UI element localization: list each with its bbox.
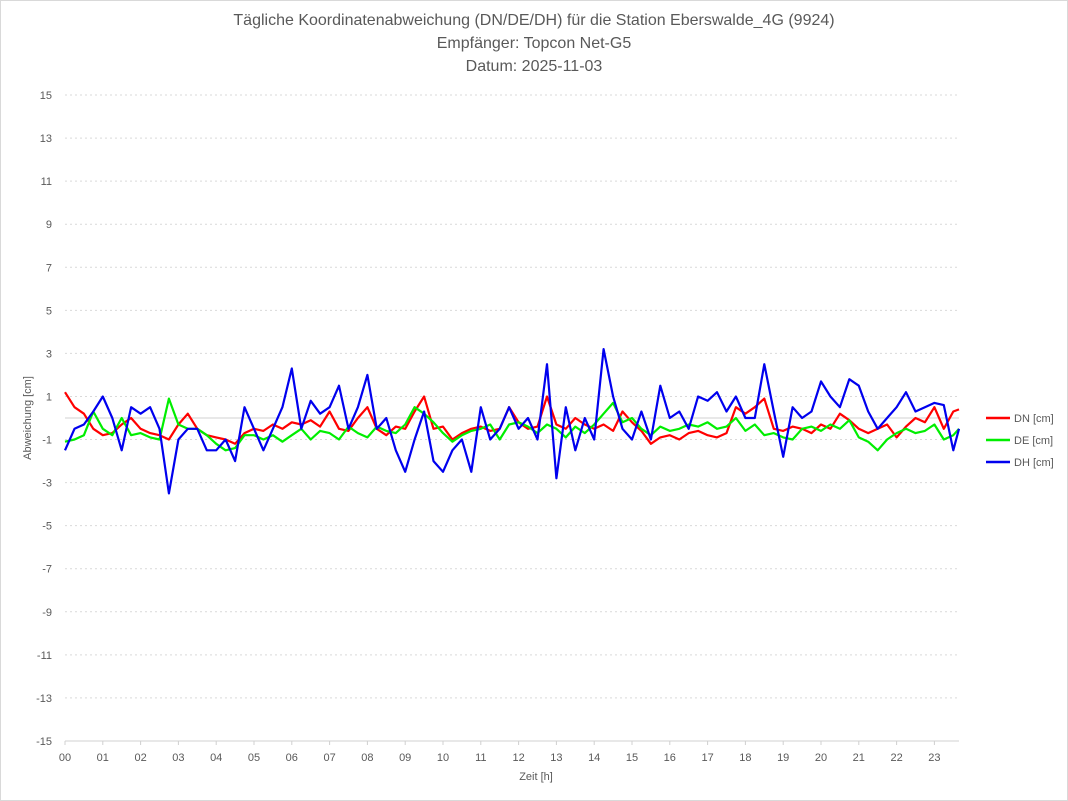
x-tick-labels: 00 01 02 03 04 05 06 07 08 09 10 11 12 13 14 15 16 17 18 19… (59, 752, 941, 764)
y-tick-label: -11 (37, 650, 52, 662)
chart-subtitle-receiver: Empfänger: Topcon Net-G5 (436, 35, 632, 52)
x-tick-label: 16 (664, 752, 676, 764)
y-tick-label: 7 (46, 262, 52, 274)
y-tick-label: -1 (42, 435, 52, 447)
legend-label: DH [cm] (1014, 457, 1054, 469)
x-tick-label: 01 (97, 752, 109, 764)
y-tick-label: -15 (36, 736, 52, 748)
x-tick-label: 07 (323, 752, 335, 764)
x-tick-label: 12 (512, 752, 524, 764)
legend-label: DE [cm] (1014, 435, 1053, 447)
x-tick-label: 18 (739, 752, 751, 764)
x-tick-label: 04 (210, 752, 222, 764)
chart-title: Tägliche Koordinatenabweichung (DN/DE/DH… (233, 12, 835, 29)
x-tick-label: 17 (701, 752, 713, 764)
series-line-dh (63, 348, 961, 495)
chart-subtitle-date: Datum: 2025-11-03 (465, 58, 603, 75)
x-tick-label: 06 (286, 752, 298, 764)
x-tick-label: 22 (890, 752, 902, 764)
x-tick-label: 15 (626, 752, 638, 764)
x-tick-label: 19 (777, 752, 789, 764)
x-tick-label: 23 (928, 752, 940, 764)
y-tick-label: -3 (42, 478, 52, 490)
y-tick-label: 5 (46, 305, 52, 317)
gridlines (64, 94, 959, 745)
x-tick-label: 09 (399, 752, 411, 764)
x-tick-label: 00 (59, 752, 71, 764)
series-line-de (64, 397, 960, 452)
x-tick-label: 03 (172, 752, 184, 764)
y-tick-labels: 15 13 11 9 7 5 3 1 -1 -3 -5 -7 -9 -11 -13 -15 (36, 90, 52, 748)
series-lines (63, 348, 961, 495)
y-tick-label: -13 (36, 693, 52, 705)
x-tick-label: 05 (248, 752, 260, 764)
x-tick-label: 02 (134, 752, 146, 764)
x-axis-label: Zeit [h] (519, 771, 553, 783)
x-tick-label: 08 (361, 752, 373, 764)
y-tick-label: 3 (46, 348, 52, 360)
y-tick-label: -5 (42, 521, 52, 533)
legend: DN [cm] DE [cm] DH [cm] (986, 413, 1054, 469)
x-tick-label: 11 (475, 752, 486, 764)
y-axis-label: Abweichung [cm] (22, 376, 34, 460)
legend-label: DN [cm] (1014, 413, 1054, 425)
x-tick-label: 10 (437, 752, 449, 764)
series-line-dn (64, 391, 960, 445)
x-tick-label: 13 (550, 752, 562, 764)
y-tick-label: 9 (46, 219, 52, 231)
y-tick-label: -9 (42, 607, 52, 619)
y-tick-label: 11 (41, 176, 52, 188)
y-tick-label: 13 (40, 133, 52, 145)
x-tick-label: 21 (853, 752, 865, 764)
y-tick-label: 15 (40, 90, 52, 102)
y-tick-label: 1 (46, 391, 52, 403)
x-tick-label: 14 (588, 752, 600, 764)
y-tick-label: -7 (42, 564, 52, 576)
x-tick-label: 20 (815, 752, 827, 764)
